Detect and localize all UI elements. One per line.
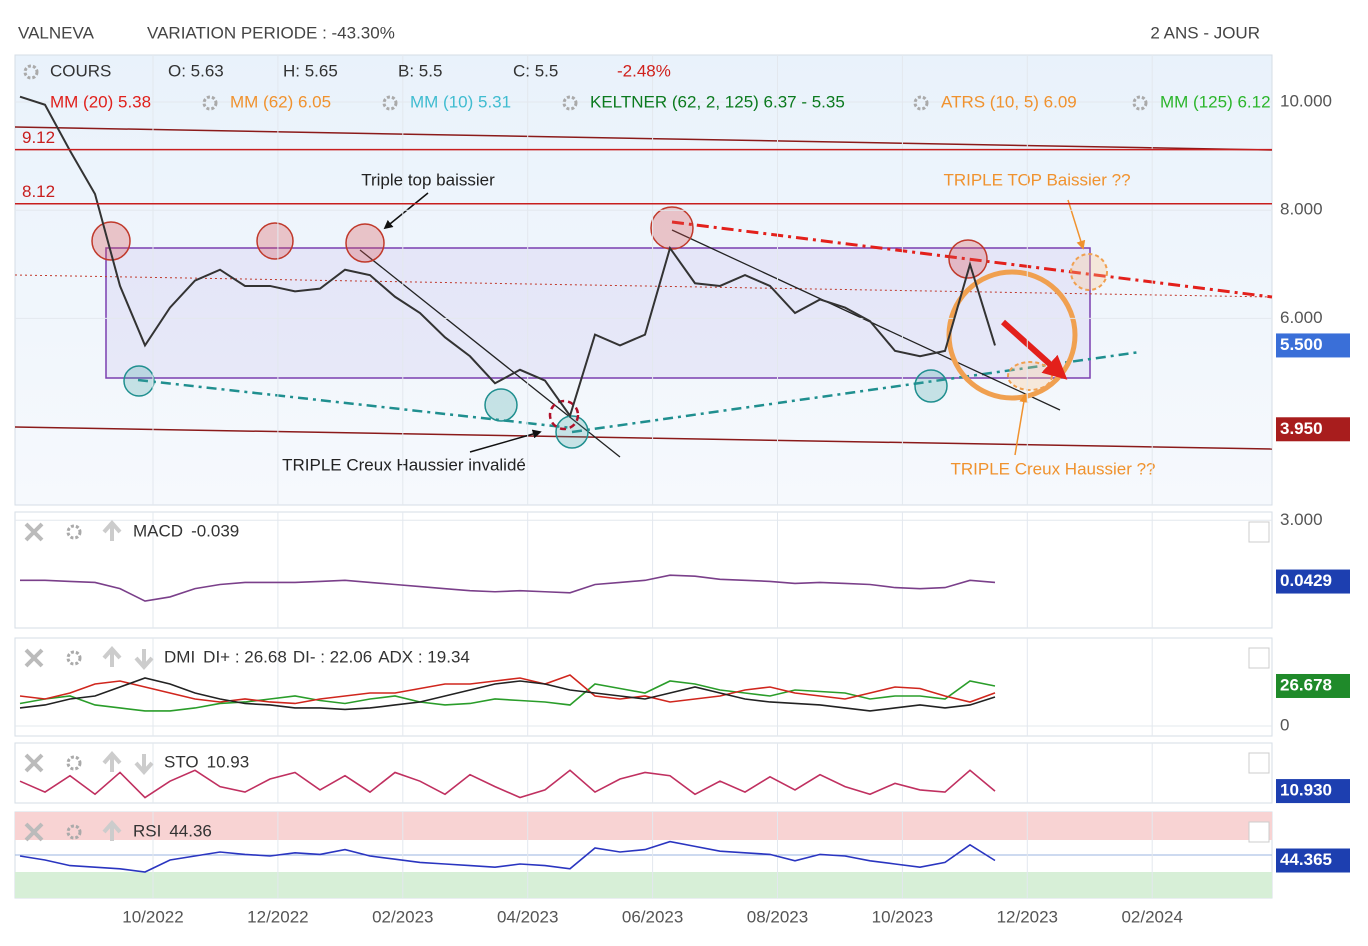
- price-badge: [1276, 673, 1350, 698]
- close-icon[interactable]: [24, 753, 44, 773]
- badge-label: 10.930: [1280, 781, 1332, 800]
- legend-value: 10.93: [207, 752, 250, 771]
- x-tick-label: 10/2023: [872, 907, 933, 926]
- move-icon[interactable]: [134, 754, 154, 776]
- quote: B: 5.5: [398, 61, 442, 80]
- y-tick-label: 6.000: [1280, 308, 1323, 327]
- panel-title: DMI: [164, 647, 195, 666]
- gear-icon[interactable]: [382, 95, 398, 111]
- indicator-legend: MM (62) 6.05: [230, 92, 331, 111]
- gear-icon[interactable]: [913, 95, 929, 111]
- x-tick-label: 12/2022: [247, 907, 308, 926]
- indicator-legend: MM (20) 5.38: [50, 92, 151, 111]
- annotation: TRIPLE Creux Haussier ??: [950, 459, 1155, 478]
- move-icon[interactable]: [102, 519, 122, 541]
- series-line: [20, 574, 996, 602]
- panel-title: STO: [164, 752, 199, 771]
- legend-value: -0.039: [191, 521, 239, 540]
- x-tick-label: 10/2022: [122, 907, 183, 926]
- dmi-panel: [14, 637, 1273, 737]
- badge-label: 3.950: [1280, 419, 1323, 438]
- quote: O: 5.63: [168, 61, 224, 80]
- indicator-legend: MM (125) 6.12: [1160, 92, 1271, 111]
- variation: VARIATION PERIODE : -43.30%: [147, 23, 395, 42]
- series-line: [19, 840, 996, 873]
- price-badge: [1276, 848, 1350, 873]
- series-line: [19, 680, 996, 712]
- move-icon[interactable]: [102, 750, 122, 772]
- x-tick-label: 04/2023: [497, 907, 558, 926]
- gear-icon[interactable]: [23, 64, 39, 80]
- y-tick-label: 8.000: [1280, 200, 1323, 219]
- level-label: 8.12: [22, 182, 55, 201]
- gear-icon[interactable]: [562, 95, 578, 111]
- price-badge: [1276, 417, 1350, 442]
- gear-icon[interactable]: [1132, 95, 1148, 111]
- annotation: Triple top baissier: [361, 170, 495, 189]
- badge-label: 44.365: [1280, 850, 1332, 869]
- y-tick-label: 3.000: [1280, 510, 1323, 529]
- rsi-overbought: [15, 812, 1272, 840]
- move-icon[interactable]: [102, 645, 122, 667]
- move-icon[interactable]: [134, 649, 154, 671]
- legend-entry: DI- : 22.06: [293, 647, 372, 666]
- panel-checkbox[interactable]: [1248, 647, 1270, 669]
- move-icon[interactable]: [102, 819, 122, 841]
- indicator-legend: KELTNER (62, 2, 125) 6.37 - 5.35: [590, 92, 845, 111]
- x-tick-label: 12/2023: [997, 907, 1058, 926]
- price-badge: [1276, 779, 1350, 804]
- change: -2.48%: [617, 61, 671, 80]
- series-line: [19, 674, 996, 705]
- price-badge: [1276, 333, 1350, 358]
- gear-icon[interactable]: [66, 524, 82, 540]
- panel-checkbox[interactable]: [1248, 752, 1270, 774]
- y-tick-label: 10.000: [1280, 92, 1332, 111]
- panel-title: RSI: [133, 821, 161, 840]
- annotation: TRIPLE TOP Baissier ??: [943, 170, 1130, 189]
- gear-icon[interactable]: [66, 755, 82, 771]
- stock-name: VALNEVA: [18, 23, 95, 42]
- x-tick-label: 02/2024: [1121, 907, 1182, 926]
- badge-label: 5.500: [1280, 335, 1323, 354]
- annotation: TRIPLE Creux Haussier invalidé: [282, 455, 526, 474]
- gear-icon[interactable]: [202, 95, 218, 111]
- legend-value: 44.36: [169, 821, 212, 840]
- level-label: 9.12: [22, 128, 55, 147]
- x-tick-label: 08/2023: [747, 907, 808, 926]
- drawings: [14, 126, 1273, 458]
- x-tick-label: 06/2023: [622, 907, 683, 926]
- y-tick-label: 0: [1280, 715, 1289, 734]
- legend-entry: ADX : 19.34: [378, 647, 470, 666]
- close-icon[interactable]: [24, 648, 44, 668]
- badge-label: 0.0429: [1280, 571, 1332, 590]
- panel-checkbox[interactable]: [1248, 521, 1270, 543]
- quote: C: 5.5: [513, 61, 558, 80]
- indicator-legend: MM (10) 5.31: [410, 92, 511, 111]
- indicator-legend: ATRS (10, 5) 6.09: [941, 92, 1077, 111]
- series-line: [19, 769, 996, 799]
- x-tick-label: 02/2023: [372, 907, 433, 926]
- legend-entry: DI+ : 26.68: [203, 647, 287, 666]
- rsi-oversold: [15, 872, 1272, 898]
- badge-label: 26.678: [1280, 675, 1332, 694]
- gear-icon[interactable]: [66, 824, 82, 840]
- series-line: [19, 677, 996, 712]
- panel-title: MACD: [133, 521, 183, 540]
- panel-checkbox[interactable]: [1248, 821, 1270, 843]
- series-line: [19, 95, 996, 418]
- panel-title: COURS: [50, 61, 111, 80]
- close-icon[interactable]: [24, 822, 44, 842]
- close-icon[interactable]: [24, 522, 44, 542]
- gear-icon[interactable]: [66, 650, 82, 666]
- macd-panel: [14, 511, 1273, 629]
- quote: H: 5.65: [283, 61, 338, 80]
- price-badge: [1276, 569, 1350, 594]
- period: 2 ANS - JOUR: [1150, 23, 1260, 42]
